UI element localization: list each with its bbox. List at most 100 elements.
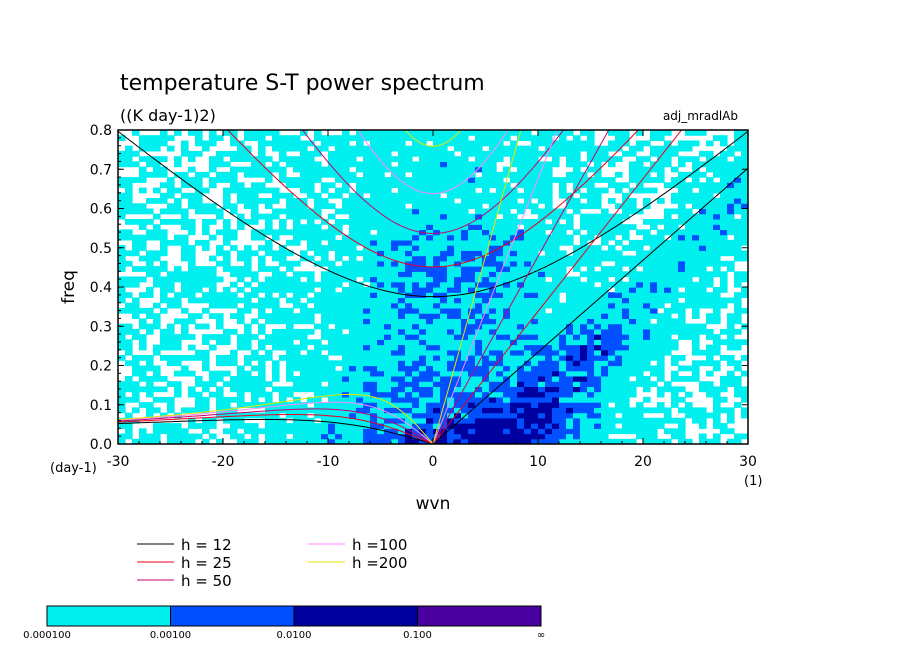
heat-cell — [447, 150, 455, 157]
heat-cell — [419, 396, 427, 403]
heat-cell — [244, 297, 252, 304]
heat-cell — [608, 140, 616, 147]
heat-cell — [188, 370, 196, 377]
heat-cell — [314, 198, 322, 204]
heat-cell — [342, 260, 350, 267]
heat-cell — [573, 171, 581, 178]
heat-cell — [342, 334, 350, 340]
heat-cell — [195, 396, 203, 403]
heat-cell — [181, 208, 189, 215]
heat-cell — [545, 161, 553, 168]
heat-cell — [482, 417, 490, 424]
heat-cell — [356, 428, 364, 435]
heat-cell — [580, 376, 588, 382]
heat-cell — [720, 192, 728, 199]
heat-cell — [356, 287, 364, 293]
heat-cell — [531, 307, 539, 314]
heat-cell — [188, 245, 196, 251]
heat-cell — [391, 171, 399, 178]
heat-cell — [622, 360, 630, 367]
heat-cell — [132, 276, 140, 283]
heat-cell — [153, 234, 161, 241]
heat-cell — [328, 402, 336, 408]
heat-cell — [440, 370, 448, 377]
heat-cell — [391, 213, 399, 220]
heat-cell — [363, 130, 371, 136]
heat-cell — [587, 381, 595, 387]
heat-cell — [643, 177, 651, 183]
heat-cell — [335, 255, 343, 262]
heat-cell — [629, 328, 637, 335]
heat-cell — [601, 255, 609, 262]
heat-cell — [461, 307, 469, 314]
heat-cell — [713, 407, 721, 414]
heat-cell — [601, 313, 609, 319]
heat-cell — [377, 140, 385, 147]
heat-cell — [188, 438, 196, 444]
heat-cell — [223, 360, 231, 367]
heat-cell — [426, 323, 434, 330]
heat-cell — [678, 182, 686, 189]
heat-cell — [720, 328, 728, 335]
heat-cell — [524, 313, 532, 319]
heat-cell — [727, 229, 735, 236]
heat-cell — [426, 417, 434, 424]
heat-cell — [300, 213, 308, 220]
heat-cell — [342, 171, 350, 178]
heat-cell — [503, 187, 511, 194]
heat-cell — [321, 145, 329, 152]
heat-cell — [370, 198, 378, 204]
heat-cell — [356, 177, 364, 183]
heat-cell — [146, 171, 154, 178]
heat-cell — [594, 396, 602, 403]
heat-cell — [419, 171, 427, 178]
heat-cell — [447, 224, 455, 230]
heat-cell — [370, 224, 378, 230]
heat-cell — [328, 313, 336, 319]
heat-cell — [720, 297, 728, 304]
heat-cell — [286, 339, 294, 346]
heat-cell — [482, 360, 490, 367]
heat-cell — [720, 276, 728, 283]
heat-cell — [349, 381, 357, 387]
heat-cell — [251, 234, 259, 241]
heat-cell — [349, 360, 357, 367]
heat-cell — [587, 260, 595, 267]
heat-cell — [223, 171, 231, 178]
heat-cell — [118, 297, 126, 304]
heat-cell — [622, 334, 630, 340]
heat-cell — [244, 344, 252, 351]
heat-cell — [300, 344, 308, 351]
heat-cell — [307, 271, 315, 278]
heat-cell — [699, 245, 707, 251]
heat-cell — [601, 417, 609, 424]
heat-cell — [132, 234, 140, 241]
heat-cell — [489, 276, 497, 283]
heat-cell — [447, 208, 455, 215]
heat-cell — [461, 213, 469, 220]
heat-cell — [713, 365, 721, 372]
heat-cell — [699, 182, 707, 189]
heat-cell — [384, 271, 392, 278]
heat-cell — [195, 271, 203, 278]
heat-cell — [349, 334, 357, 340]
heat-cell — [342, 402, 350, 408]
heat-cell — [538, 297, 546, 304]
heat-cell — [545, 271, 553, 278]
heat-cell — [615, 292, 623, 298]
heat-cell — [419, 433, 427, 440]
heat-cell — [468, 360, 476, 367]
heat-cell — [377, 177, 385, 183]
heat-cell — [398, 140, 406, 147]
heat-cell — [279, 438, 287, 444]
heat-cell — [377, 239, 385, 246]
heat-cell — [622, 438, 630, 444]
heat-cell — [629, 307, 637, 314]
heat-cell — [713, 187, 721, 194]
heat-cell — [321, 276, 329, 283]
heat-cell — [405, 349, 413, 356]
heat-cell — [496, 313, 504, 319]
heat-cell — [629, 423, 637, 429]
heat-cell — [356, 334, 364, 340]
heat-cell — [664, 307, 672, 314]
